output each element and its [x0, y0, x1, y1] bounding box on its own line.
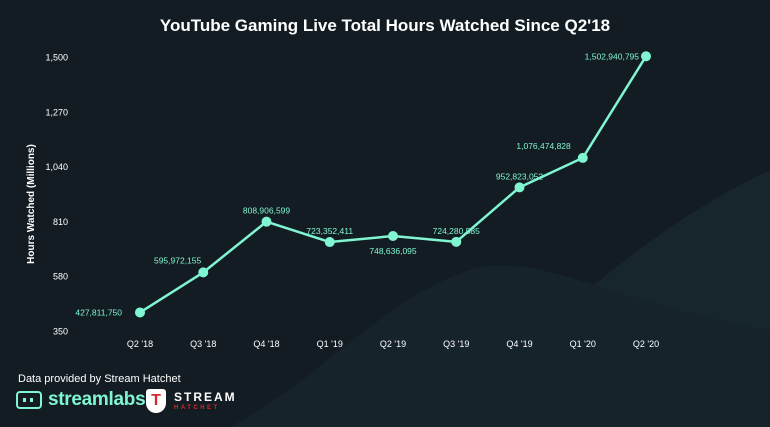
data-label: 808,906,599: [243, 206, 291, 216]
x-tick-label: Q1 '19: [317, 339, 343, 349]
chart-title: YouTube Gaming Live Total Hours Watched …: [159, 16, 611, 35]
stream-hatchet-logo-text: STREAM: [174, 390, 237, 404]
stream-hatchet-logo-subtext: HATCHET: [174, 405, 220, 411]
x-tick-label: Q1 '20: [570, 339, 596, 349]
y-tick-label: 1,040: [45, 162, 68, 172]
data-point: [577, 152, 588, 163]
data-point: [324, 237, 335, 248]
data-label: 952,823,052: [496, 171, 544, 181]
y-tick-label: 1,500: [45, 53, 68, 63]
data-point: [388, 231, 398, 242]
data-label: 724,280,585: [433, 226, 481, 236]
x-tick-label: Q2 '19: [380, 339, 406, 349]
data-source-note: Data provided by Stream Hatchet: [18, 373, 181, 385]
series-line: [138, 55, 648, 314]
y-tick-label: 1,270: [45, 107, 68, 117]
y-tick-label: 810: [53, 217, 68, 227]
y-axis-label: Hours Watched (Millions): [26, 144, 37, 264]
x-tick-label: Q2 '18: [127, 339, 153, 349]
data-point: [135, 307, 145, 318]
data-point: [198, 267, 209, 278]
streamlabs-logo-text: streamlabs: [48, 389, 146, 410]
data-label: 1,502,940,795: [585, 51, 640, 61]
stream-hatchet-badge-letter: T: [151, 392, 161, 409]
x-tick-label: Q3 '19: [443, 339, 469, 349]
x-tick-label: Q4 '18: [253, 339, 279, 349]
streamlabs-logo: streamlabs: [16, 388, 146, 412]
y-tick-label: 350: [53, 327, 68, 337]
data-label: 1,076,474,828: [516, 141, 571, 151]
data-point: [261, 216, 272, 227]
data-label: 427,811,750: [75, 307, 122, 317]
x-tick-label: Q2 '20: [633, 339, 659, 349]
y-tick-label: 580: [53, 272, 68, 282]
data-label: 723,352,411: [306, 226, 353, 236]
data-point: [641, 51, 651, 62]
data-label: 748,636,095: [369, 246, 417, 256]
data-label: 595,972,155: [154, 255, 202, 265]
x-tick-label: Q3 '18: [190, 339, 216, 349]
stream-hatchet-badge-icon: T: [146, 389, 166, 413]
data-point: [514, 182, 525, 193]
data-point: [451, 236, 462, 247]
streamlabs-logo-icon: [16, 391, 42, 409]
x-tick-label: Q4 '19: [506, 339, 532, 349]
stream-hatchet-logo: T STREAM HATCHET: [146, 388, 237, 414]
